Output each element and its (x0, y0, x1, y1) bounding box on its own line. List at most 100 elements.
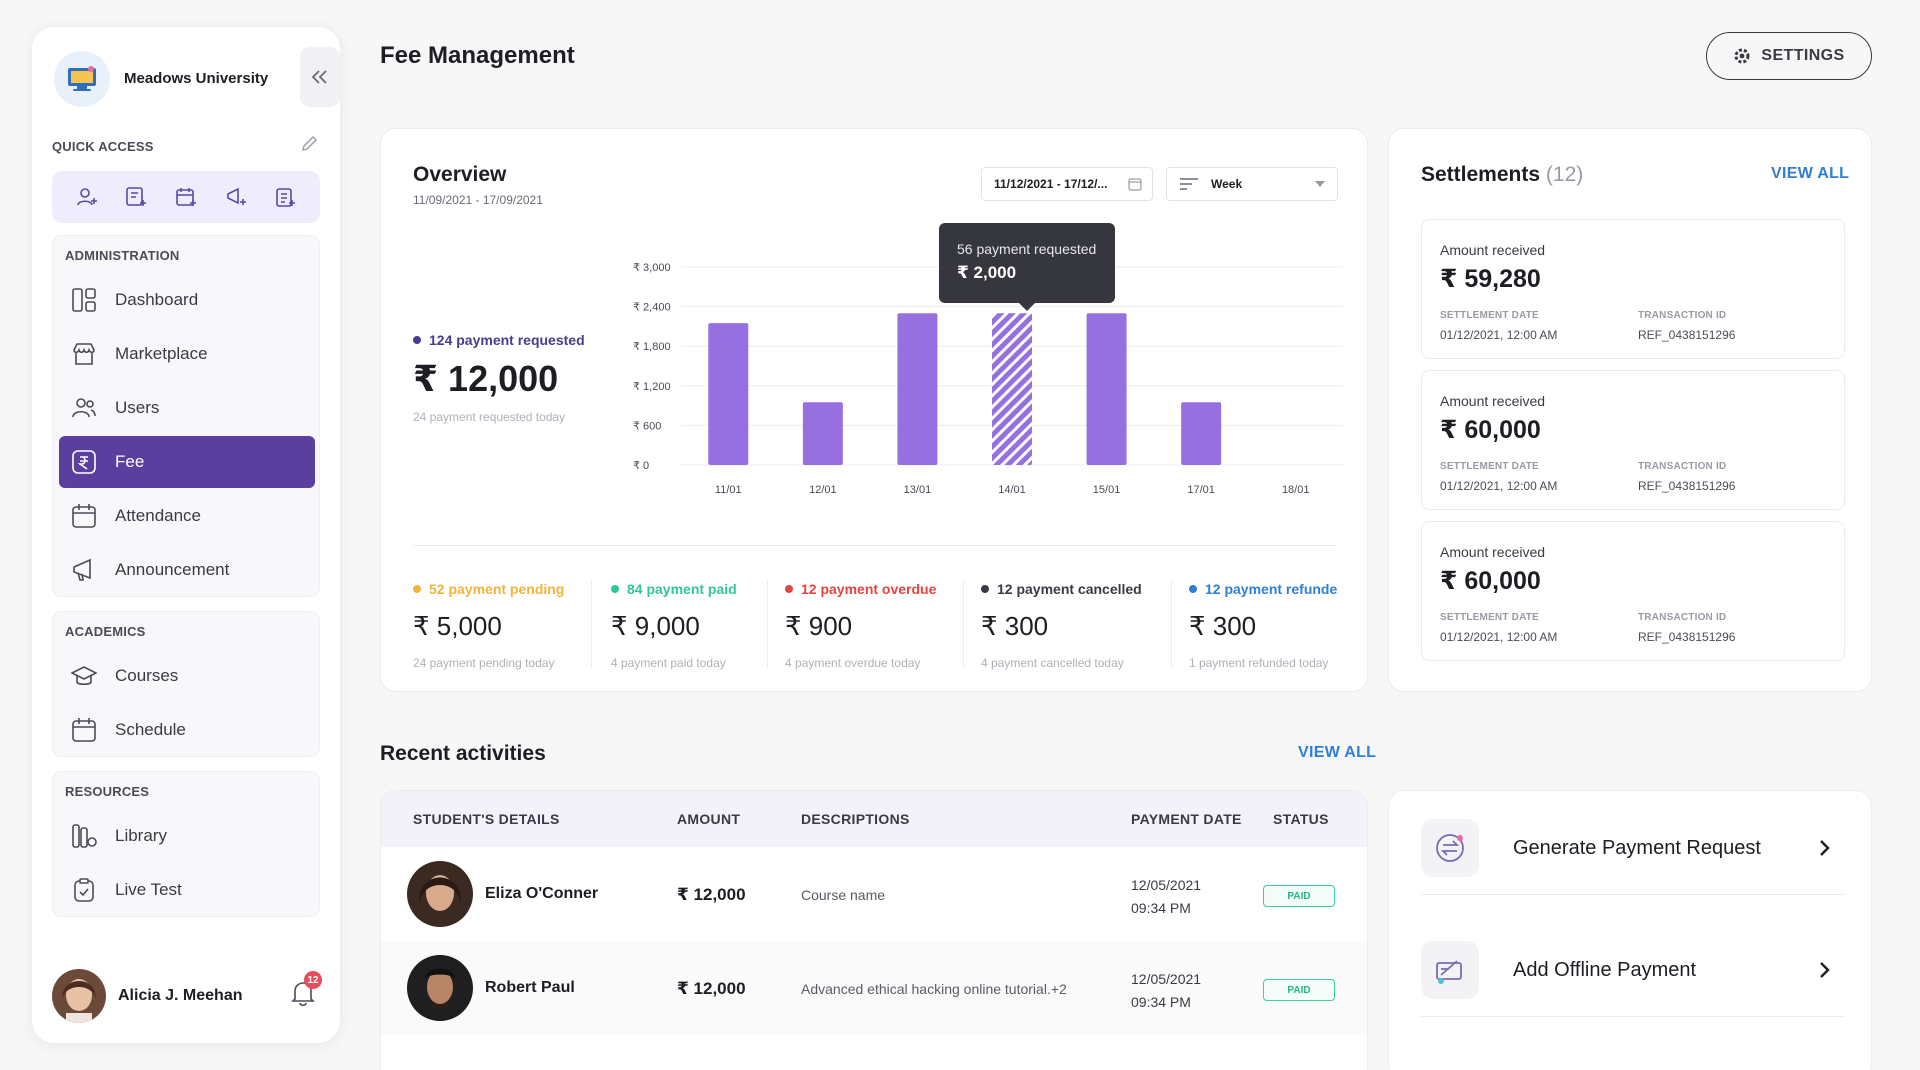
status-dot (611, 585, 619, 593)
status-badge: PAID (1263, 979, 1335, 1001)
payments-bar-chart: ₹ 3,000 ₹ 2,400 ₹ 1,800 ₹ 1,200 ₹ 600 ₹ 0 11/… (633, 262, 1343, 496)
table-header: STUDENT'S DETAILS AMOUNT DESCRIPTIONS PA… (381, 791, 1367, 847)
recent-view-all-link[interactable]: VIEW ALL (1298, 744, 1377, 761)
calendar-icon (69, 501, 99, 531)
action-label: Add Offline Payment (1513, 959, 1697, 981)
settings-label: SETTINGS (1761, 47, 1845, 64)
brand[interactable]: Meadows University (54, 49, 318, 109)
transaction-id: REF_0438151296 (1638, 630, 1736, 644)
rupee-icon (69, 447, 99, 477)
offline-payment-icon (1421, 941, 1479, 999)
settlement-amount: ₹ 59,280 (1440, 265, 1541, 293)
add-attendance-icon[interactable] (174, 185, 198, 209)
action-label: Generate Payment Request (1513, 837, 1761, 859)
sidebar-item-library[interactable]: Library (59, 810, 315, 862)
table-row[interactable]: Eliza O'Conner ₹ 12,000 Course name 12/0… (381, 847, 1367, 941)
sidebar-item-users[interactable]: Users (59, 382, 315, 434)
add-user-icon[interactable] (75, 185, 99, 209)
transaction-id: REF_0438151296 (1638, 328, 1736, 342)
column-header[interactable]: PAYMENT DATE (1131, 811, 1242, 827)
payment-request-icon (1421, 819, 1479, 877)
sidebar-item-attendance[interactable]: Attendance (59, 490, 315, 542)
chart-bar[interactable] (897, 313, 938, 465)
status-dot (981, 585, 989, 593)
settlements-view-all-link[interactable]: VIEW ALL (1771, 165, 1850, 182)
payment-date-day: 12/05/2021 (1131, 877, 1202, 893)
settlement-item[interactable]: Amount received ₹ 60,000 SETTLEMENT DATE… (1421, 370, 1845, 510)
x-tick-label: 17/01 (1187, 484, 1215, 496)
avatar (52, 969, 106, 1023)
sidebar-item-courses[interactable]: Courses (59, 650, 315, 702)
tooltip-arrow (1019, 303, 1035, 311)
column-header[interactable]: STUDENT'S DETAILS (413, 811, 560, 827)
stat-label: 52 payment pending (429, 581, 565, 597)
add-test-icon[interactable] (273, 185, 297, 209)
sidebar-item-label: Attendance (115, 506, 202, 525)
payment-date-time: 09:34 PM (1131, 900, 1191, 916)
payment-date: 12/05/2021 09:34 PM (1131, 874, 1201, 920)
stat-value: ₹ 9,000 (611, 611, 700, 641)
chart-bar[interactable] (708, 323, 749, 465)
stat-divider (767, 581, 768, 667)
payment-date-day: 12/05/2021 (1131, 971, 1202, 987)
payment-date-time: 09:34 PM (1131, 994, 1191, 1010)
column-header[interactable]: AMOUNT (677, 811, 741, 827)
tooltip-label: 56 payment requested (957, 241, 1097, 257)
table-row[interactable]: Robert Paul ₹ 12,000 Advanced ethical ha… (381, 941, 1367, 1035)
add-announcement-icon[interactable] (224, 185, 248, 209)
settings-button[interactable]: SETTINGS (1706, 32, 1872, 80)
settlement-item[interactable]: Amount received ₹ 59,280 SETTLEMENT DATE… (1421, 219, 1845, 359)
column-header[interactable]: DESCRIPTIONS (801, 811, 910, 827)
megaphone-icon (69, 555, 99, 585)
chevron-down-icon (1315, 181, 1325, 187)
add-offline-payment-button[interactable]: Add Offline Payment (1421, 913, 1845, 1017)
stat-overdue: 12 payment overdue ₹ 900 4 payment overd… (785, 581, 936, 670)
quick-access-label: QUICK ACCESS (52, 139, 154, 154)
chart-tooltip: 56 payment requested ₹ 2,000 (939, 223, 1115, 303)
student-name: Robert Paul (485, 979, 575, 996)
clipboard-check-icon (69, 875, 99, 905)
generate-payment-request-button[interactable]: Generate Payment Request (1421, 791, 1845, 895)
add-fee-icon[interactable] (124, 185, 148, 209)
settlement-amount: ₹ 60,000 (1440, 416, 1541, 444)
y-tick-label: ₹ 0 (633, 460, 649, 472)
university-name: Meadows University (124, 70, 269, 87)
chart-bar[interactable] (1086, 313, 1127, 465)
period-filter[interactable]: Week (1166, 167, 1338, 201)
settlement-date-key: SETTLEMENT DATE (1440, 612, 1539, 623)
date-range-value: 11/12/2021 - 17/12/... (994, 177, 1108, 191)
sidebar-item-live-test[interactable]: Live Test (59, 864, 315, 916)
sidebar-item-fee[interactable]: Fee (59, 436, 315, 488)
sidebar: Meadows University QUICK ACCESS ADMINIST… (32, 27, 340, 1043)
edit-quick-access-icon[interactable] (300, 135, 318, 153)
section-title-academics: ACADEMICS (65, 624, 146, 639)
date-range-filter[interactable]: 11/12/2021 - 17/12/... (981, 167, 1153, 201)
sidebar-item-marketplace[interactable]: Marketplace (59, 328, 315, 380)
current-user[interactable]: Alicia J. Meehan 12 (52, 969, 322, 1025)
section-title-resources: RESOURCES (65, 784, 150, 799)
payment-description: Advanced ethical hacking online tutorial… (801, 981, 1067, 997)
payment-description: Course name (801, 887, 886, 903)
chart-bar[interactable] (802, 402, 843, 465)
column-header[interactable]: STATUS (1273, 811, 1329, 827)
chart-bar[interactable] (992, 313, 1032, 465)
settlement-item[interactable]: Amount received ₹ 60,000 SETTLEMENT DATE… (1421, 521, 1845, 661)
sidebar-item-label: Announcement (115, 560, 230, 579)
collapse-sidebar-button[interactable] (300, 47, 340, 107)
student-avatar (407, 861, 473, 927)
y-tick-label: ₹ 600 (633, 420, 661, 432)
overview-divider (413, 545, 1337, 546)
stat-pending: 52 payment pending ₹ 5,000 24 payment pe… (413, 581, 564, 670)
sidebar-item-dashboard[interactable]: Dashboard (59, 274, 315, 326)
recent-activities-table: STUDENT'S DETAILS AMOUNT DESCRIPTIONS PA… (380, 790, 1368, 1070)
user-name: Alicia J. Meehan (118, 987, 243, 1004)
bell-icon[interactable] (290, 979, 316, 1007)
sidebar-item-schedule[interactable]: Schedule (59, 704, 315, 756)
y-tick-label: ₹ 3,000 (633, 262, 671, 274)
sidebar-item-announcement[interactable]: Announcement (59, 544, 315, 596)
y-tick-label: ₹ 2,400 (633, 302, 671, 314)
stat-sub: 1 payment refunded today (1189, 656, 1329, 670)
requested-legend: 124 payment requested (413, 332, 585, 348)
settlement-amount: ₹ 60,000 (1440, 567, 1541, 595)
chart-bar[interactable] (1181, 402, 1222, 465)
